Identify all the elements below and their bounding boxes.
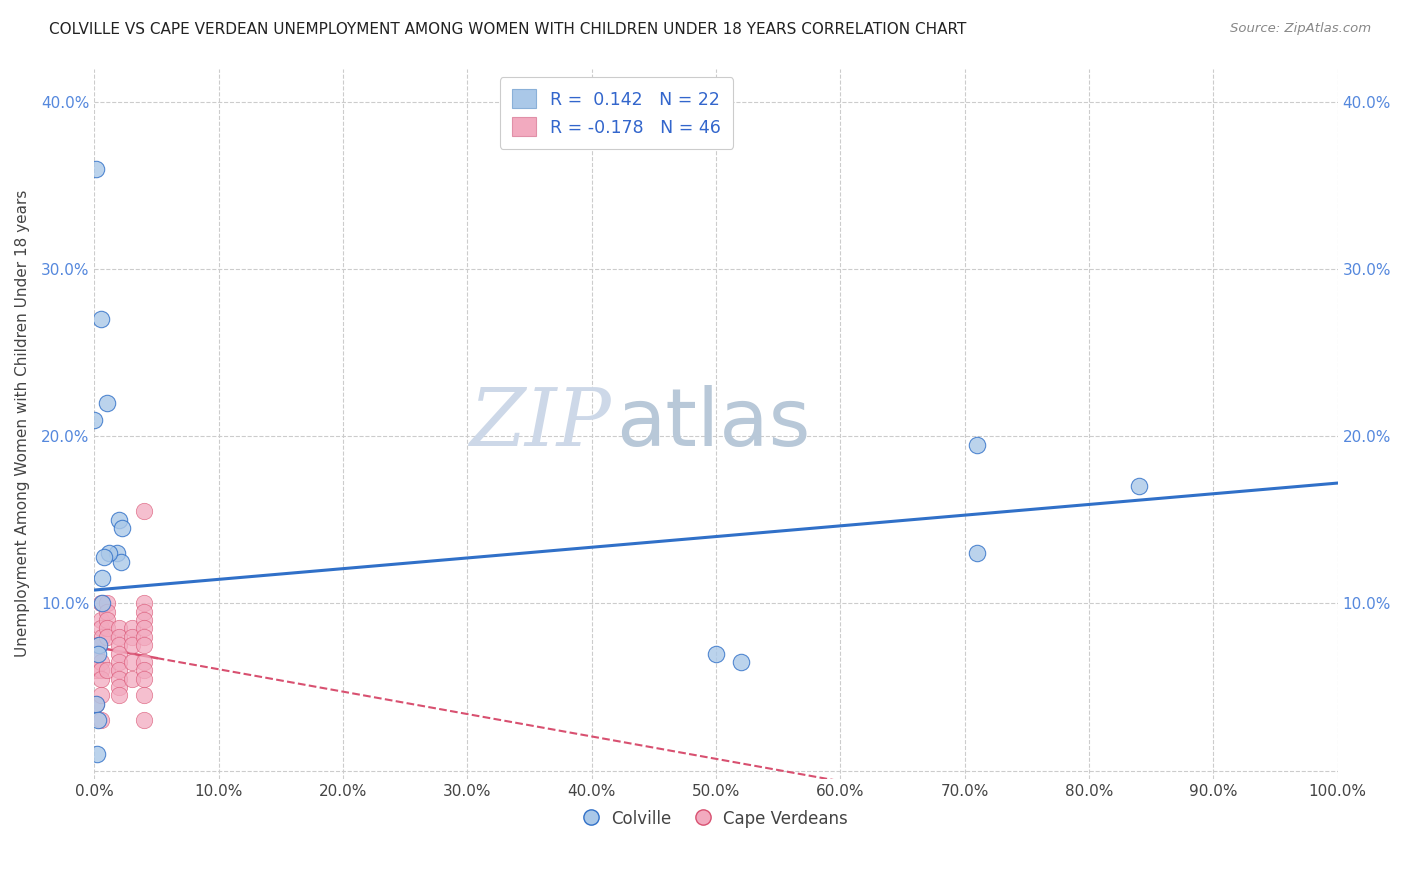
Point bbox=[134, 655, 156, 669]
Point bbox=[90, 663, 112, 677]
Point bbox=[134, 596, 156, 610]
Point bbox=[704, 647, 727, 661]
Point bbox=[90, 622, 112, 636]
Point bbox=[93, 549, 115, 564]
Point bbox=[134, 630, 156, 644]
Point bbox=[90, 630, 112, 644]
Point bbox=[121, 638, 143, 652]
Point bbox=[90, 613, 112, 627]
Point bbox=[108, 655, 131, 669]
Point bbox=[84, 161, 107, 176]
Point bbox=[90, 714, 112, 728]
Point bbox=[84, 697, 107, 711]
Point bbox=[134, 504, 156, 518]
Point bbox=[966, 546, 988, 560]
Point bbox=[90, 571, 112, 585]
Point bbox=[134, 689, 156, 703]
Point bbox=[108, 689, 131, 703]
Point bbox=[134, 663, 156, 677]
Point bbox=[966, 437, 988, 451]
Point bbox=[96, 663, 118, 677]
Y-axis label: Unemployment Among Women with Children Under 18 years: Unemployment Among Women with Children U… bbox=[15, 190, 30, 657]
Text: Source: ZipAtlas.com: Source: ZipAtlas.com bbox=[1230, 22, 1371, 36]
Point bbox=[108, 680, 131, 694]
Point bbox=[96, 396, 118, 410]
Point bbox=[134, 714, 156, 728]
Legend: Colville, Cape Verdeans: Colville, Cape Verdeans bbox=[578, 803, 855, 835]
Point bbox=[83, 412, 105, 426]
Point bbox=[96, 596, 118, 610]
Point bbox=[134, 613, 156, 627]
Point bbox=[105, 546, 128, 560]
Point bbox=[108, 663, 131, 677]
Text: atlas: atlas bbox=[617, 384, 811, 463]
Point bbox=[86, 747, 108, 761]
Point bbox=[121, 630, 143, 644]
Text: COLVILLE VS CAPE VERDEAN UNEMPLOYMENT AMONG WOMEN WITH CHILDREN UNDER 18 YEARS C: COLVILLE VS CAPE VERDEAN UNEMPLOYMENT AM… bbox=[49, 22, 966, 37]
Point bbox=[110, 555, 132, 569]
Point bbox=[89, 638, 111, 652]
Point bbox=[90, 596, 112, 610]
Point bbox=[121, 622, 143, 636]
Point bbox=[108, 647, 131, 661]
Point bbox=[108, 672, 131, 686]
Point bbox=[134, 672, 156, 686]
Point bbox=[98, 546, 121, 560]
Point bbox=[96, 630, 118, 644]
Point bbox=[90, 689, 112, 703]
Point bbox=[90, 596, 112, 610]
Point bbox=[121, 655, 143, 669]
Text: ZIP: ZIP bbox=[468, 385, 610, 462]
Point bbox=[121, 672, 143, 686]
Point bbox=[96, 613, 118, 627]
Point bbox=[134, 605, 156, 619]
Point bbox=[730, 655, 752, 669]
Point bbox=[108, 638, 131, 652]
Point bbox=[1128, 479, 1150, 493]
Point bbox=[111, 521, 134, 535]
Point bbox=[134, 638, 156, 652]
Point bbox=[84, 663, 107, 677]
Point bbox=[108, 513, 131, 527]
Point bbox=[84, 697, 107, 711]
Point bbox=[90, 655, 112, 669]
Point bbox=[84, 647, 107, 661]
Point bbox=[108, 630, 131, 644]
Point bbox=[108, 622, 131, 636]
Point bbox=[87, 647, 110, 661]
Point bbox=[96, 605, 118, 619]
Point bbox=[96, 622, 118, 636]
Point bbox=[87, 714, 110, 728]
Point bbox=[90, 312, 112, 326]
Point bbox=[89, 638, 111, 652]
Point bbox=[90, 672, 112, 686]
Point bbox=[84, 638, 107, 652]
Point bbox=[134, 622, 156, 636]
